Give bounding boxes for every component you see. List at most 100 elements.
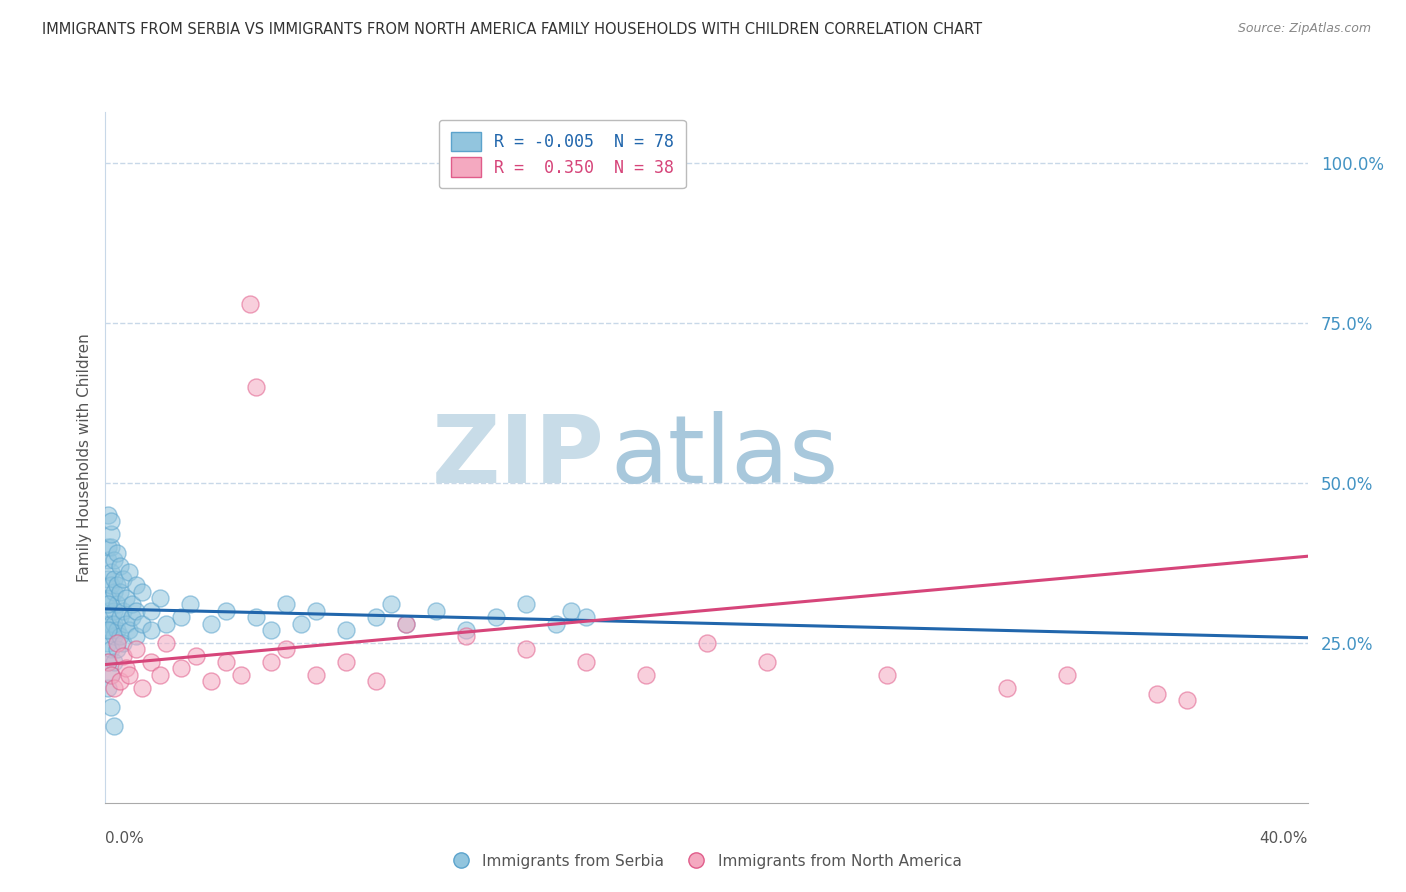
- Point: [107, 636, 129, 650]
- Point: [169, 661, 191, 675]
- Point: [100, 623, 122, 637]
- Point: [97, 616, 120, 631]
- Point: [112, 648, 135, 663]
- Point: [155, 616, 177, 631]
- Point: [245, 380, 267, 394]
- Point: [97, 598, 120, 612]
- Point: [97, 540, 120, 554]
- Point: [124, 642, 146, 657]
- Point: [139, 623, 162, 637]
- Text: atlas: atlas: [610, 411, 838, 503]
- Point: [155, 636, 177, 650]
- Point: [139, 604, 162, 618]
- Point: [110, 629, 132, 643]
- Point: [364, 610, 387, 624]
- Point: [131, 616, 153, 631]
- Point: [274, 642, 297, 657]
- Point: [103, 616, 125, 631]
- Point: [110, 558, 132, 573]
- Point: [107, 642, 129, 657]
- Point: [100, 514, 122, 528]
- Point: [100, 699, 122, 714]
- Point: [118, 667, 141, 681]
- Point: [97, 655, 120, 669]
- Point: [100, 540, 122, 554]
- Point: [121, 610, 143, 624]
- Point: [229, 667, 252, 681]
- Point: [1056, 667, 1078, 681]
- Point: [100, 667, 122, 681]
- Point: [118, 623, 141, 637]
- Point: [103, 552, 125, 566]
- Point: [97, 636, 120, 650]
- Point: [200, 616, 222, 631]
- Point: [107, 546, 129, 560]
- Point: [115, 591, 138, 605]
- Text: ZIP: ZIP: [432, 411, 605, 503]
- Point: [115, 661, 138, 675]
- Point: [425, 604, 447, 618]
- Point: [103, 629, 125, 643]
- Text: 0.0%: 0.0%: [105, 831, 145, 846]
- Point: [107, 623, 129, 637]
- Point: [515, 598, 537, 612]
- Point: [97, 681, 120, 695]
- Point: [200, 674, 222, 689]
- Point: [97, 572, 120, 586]
- Point: [290, 616, 312, 631]
- Point: [100, 578, 122, 592]
- Point: [103, 719, 125, 733]
- Legend: Immigrants from Serbia, Immigrants from North America: Immigrants from Serbia, Immigrants from …: [446, 847, 967, 875]
- Point: [148, 591, 170, 605]
- Point: [97, 591, 120, 605]
- Text: 40.0%: 40.0%: [1260, 831, 1308, 846]
- Point: [115, 616, 138, 631]
- Point: [274, 598, 297, 612]
- Point: [184, 648, 207, 663]
- Point: [97, 604, 120, 618]
- Point: [100, 616, 122, 631]
- Point: [755, 655, 778, 669]
- Point: [139, 655, 162, 669]
- Point: [696, 636, 718, 650]
- Point: [636, 667, 658, 681]
- Point: [97, 623, 120, 637]
- Point: [515, 642, 537, 657]
- Point: [103, 655, 125, 669]
- Point: [97, 508, 120, 522]
- Text: IMMIGRANTS FROM SERBIA VS IMMIGRANTS FROM NORTH AMERICA FAMILY HOUSEHOLDS WITH C: IMMIGRANTS FROM SERBIA VS IMMIGRANTS FRO…: [42, 22, 983, 37]
- Text: Source: ZipAtlas.com: Source: ZipAtlas.com: [1237, 22, 1371, 36]
- Point: [335, 655, 357, 669]
- Point: [179, 598, 201, 612]
- Point: [454, 623, 477, 637]
- Point: [131, 681, 153, 695]
- Point: [995, 681, 1018, 695]
- Point: [1146, 687, 1168, 701]
- Point: [100, 642, 122, 657]
- Point: [380, 598, 402, 612]
- Point: [110, 674, 132, 689]
- Point: [305, 667, 328, 681]
- Point: [395, 616, 418, 631]
- Point: [395, 616, 418, 631]
- Point: [260, 655, 283, 669]
- Point: [103, 572, 125, 586]
- Point: [245, 610, 267, 624]
- Point: [454, 629, 477, 643]
- Point: [121, 598, 143, 612]
- Point: [100, 667, 122, 681]
- Point: [107, 598, 129, 612]
- Point: [131, 584, 153, 599]
- Point: [260, 623, 283, 637]
- Point: [110, 584, 132, 599]
- Point: [100, 566, 122, 580]
- Point: [239, 296, 262, 310]
- Point: [112, 604, 135, 618]
- Point: [97, 552, 120, 566]
- Point: [103, 584, 125, 599]
- Point: [214, 655, 236, 669]
- Point: [305, 604, 328, 618]
- Point: [485, 610, 508, 624]
- Point: [575, 610, 598, 624]
- Point: [364, 674, 387, 689]
